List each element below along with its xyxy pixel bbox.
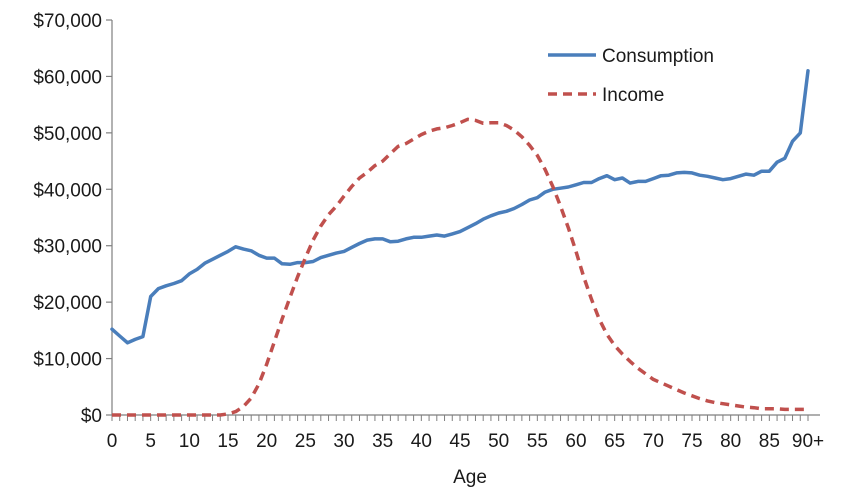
series-line-consumption — [110, 69, 810, 345]
x-tick-label: 70 — [643, 431, 664, 452]
y-tick-label: $30,000 — [33, 237, 102, 258]
y-tick-label: $70,000 — [33, 11, 102, 32]
y-tick-label: $20,000 — [33, 293, 102, 314]
x-tick-label: 20 — [256, 431, 277, 452]
x-tick-label: 60 — [565, 431, 586, 452]
x-tick-label: 15 — [217, 431, 238, 452]
y-tick-label: $10,000 — [33, 350, 102, 371]
x-tick-label: 80 — [720, 431, 741, 452]
y-tick-label: $40,000 — [33, 180, 102, 201]
x-axis-title: Age — [453, 467, 487, 488]
x-tick-label: 5 — [145, 431, 156, 452]
legend-label-consumption: Consumption — [602, 46, 714, 67]
y-axis: $0 $10,000 $20,000 $30,000 $40,000 $50,000 $60… — [33, 11, 113, 427]
x-tick-label: 90+ — [792, 431, 824, 452]
x-tick-label: 25 — [295, 431, 316, 452]
x-tick-label: 45 — [449, 431, 470, 452]
y-tick-label: $50,000 — [33, 124, 102, 145]
x-tick-label: 65 — [604, 431, 625, 452]
x-axis: 0 5 10 15 20 25 30 35 40 45 50 55 60 65 70 75 80 85 90+ — [107, 414, 824, 452]
series-layer — [110, 69, 810, 417]
y-tick-label: $0 — [81, 406, 102, 427]
x-tick-label: 50 — [488, 431, 509, 452]
legend-label-income: Income — [602, 85, 664, 106]
x-tick-label: 35 — [372, 431, 393, 452]
x-tick-label: 75 — [681, 431, 702, 452]
y-tick-label: $60,000 — [33, 67, 102, 88]
x-tick-label: 10 — [179, 431, 200, 452]
x-tick-label: 30 — [333, 431, 354, 452]
series-line-income — [112, 117, 808, 417]
legend: Consumption Income — [548, 46, 714, 106]
x-tick-label: 55 — [527, 431, 548, 452]
x-tick-label: 0 — [107, 431, 118, 452]
x-tick-label: 85 — [759, 431, 780, 452]
x-tick-label: 40 — [411, 431, 432, 452]
